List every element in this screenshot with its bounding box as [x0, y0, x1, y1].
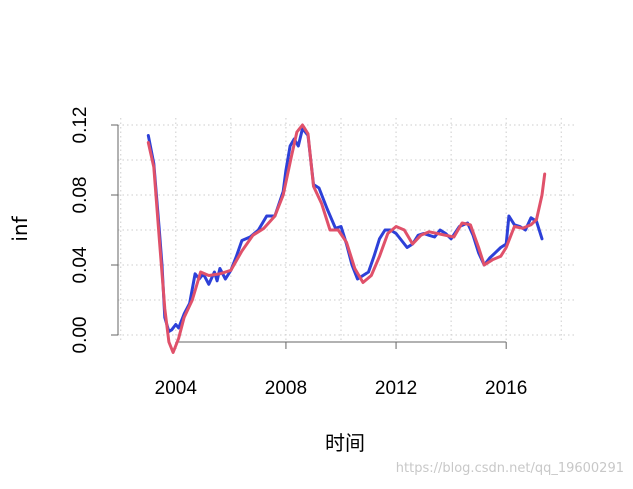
x-axis-title: 时间	[325, 431, 365, 455]
y-tick-label: 0.12	[70, 107, 91, 144]
x-tick-label: 2012	[375, 378, 417, 399]
y-tick-label: 0.00	[70, 317, 91, 354]
watermark-text: https://blog.csdn.net/qq_19600291	[396, 461, 624, 476]
y-tick-label: 0.08	[70, 177, 91, 214]
x-tick-label: 2004	[155, 378, 198, 399]
series-line-2	[146, 123, 547, 354]
x-tick-label: 2016	[485, 378, 527, 399]
y-tick-label: 0.04	[70, 246, 91, 283]
tick-labels: 2004 2008 2012 2016 0.00 0.04 0.08 0.12	[70, 107, 527, 399]
y-axis-title: inf	[8, 215, 32, 241]
grid-lines	[118, 118, 575, 342]
series-lines	[146, 123, 547, 354]
x-tick-label: 2008	[265, 378, 307, 399]
